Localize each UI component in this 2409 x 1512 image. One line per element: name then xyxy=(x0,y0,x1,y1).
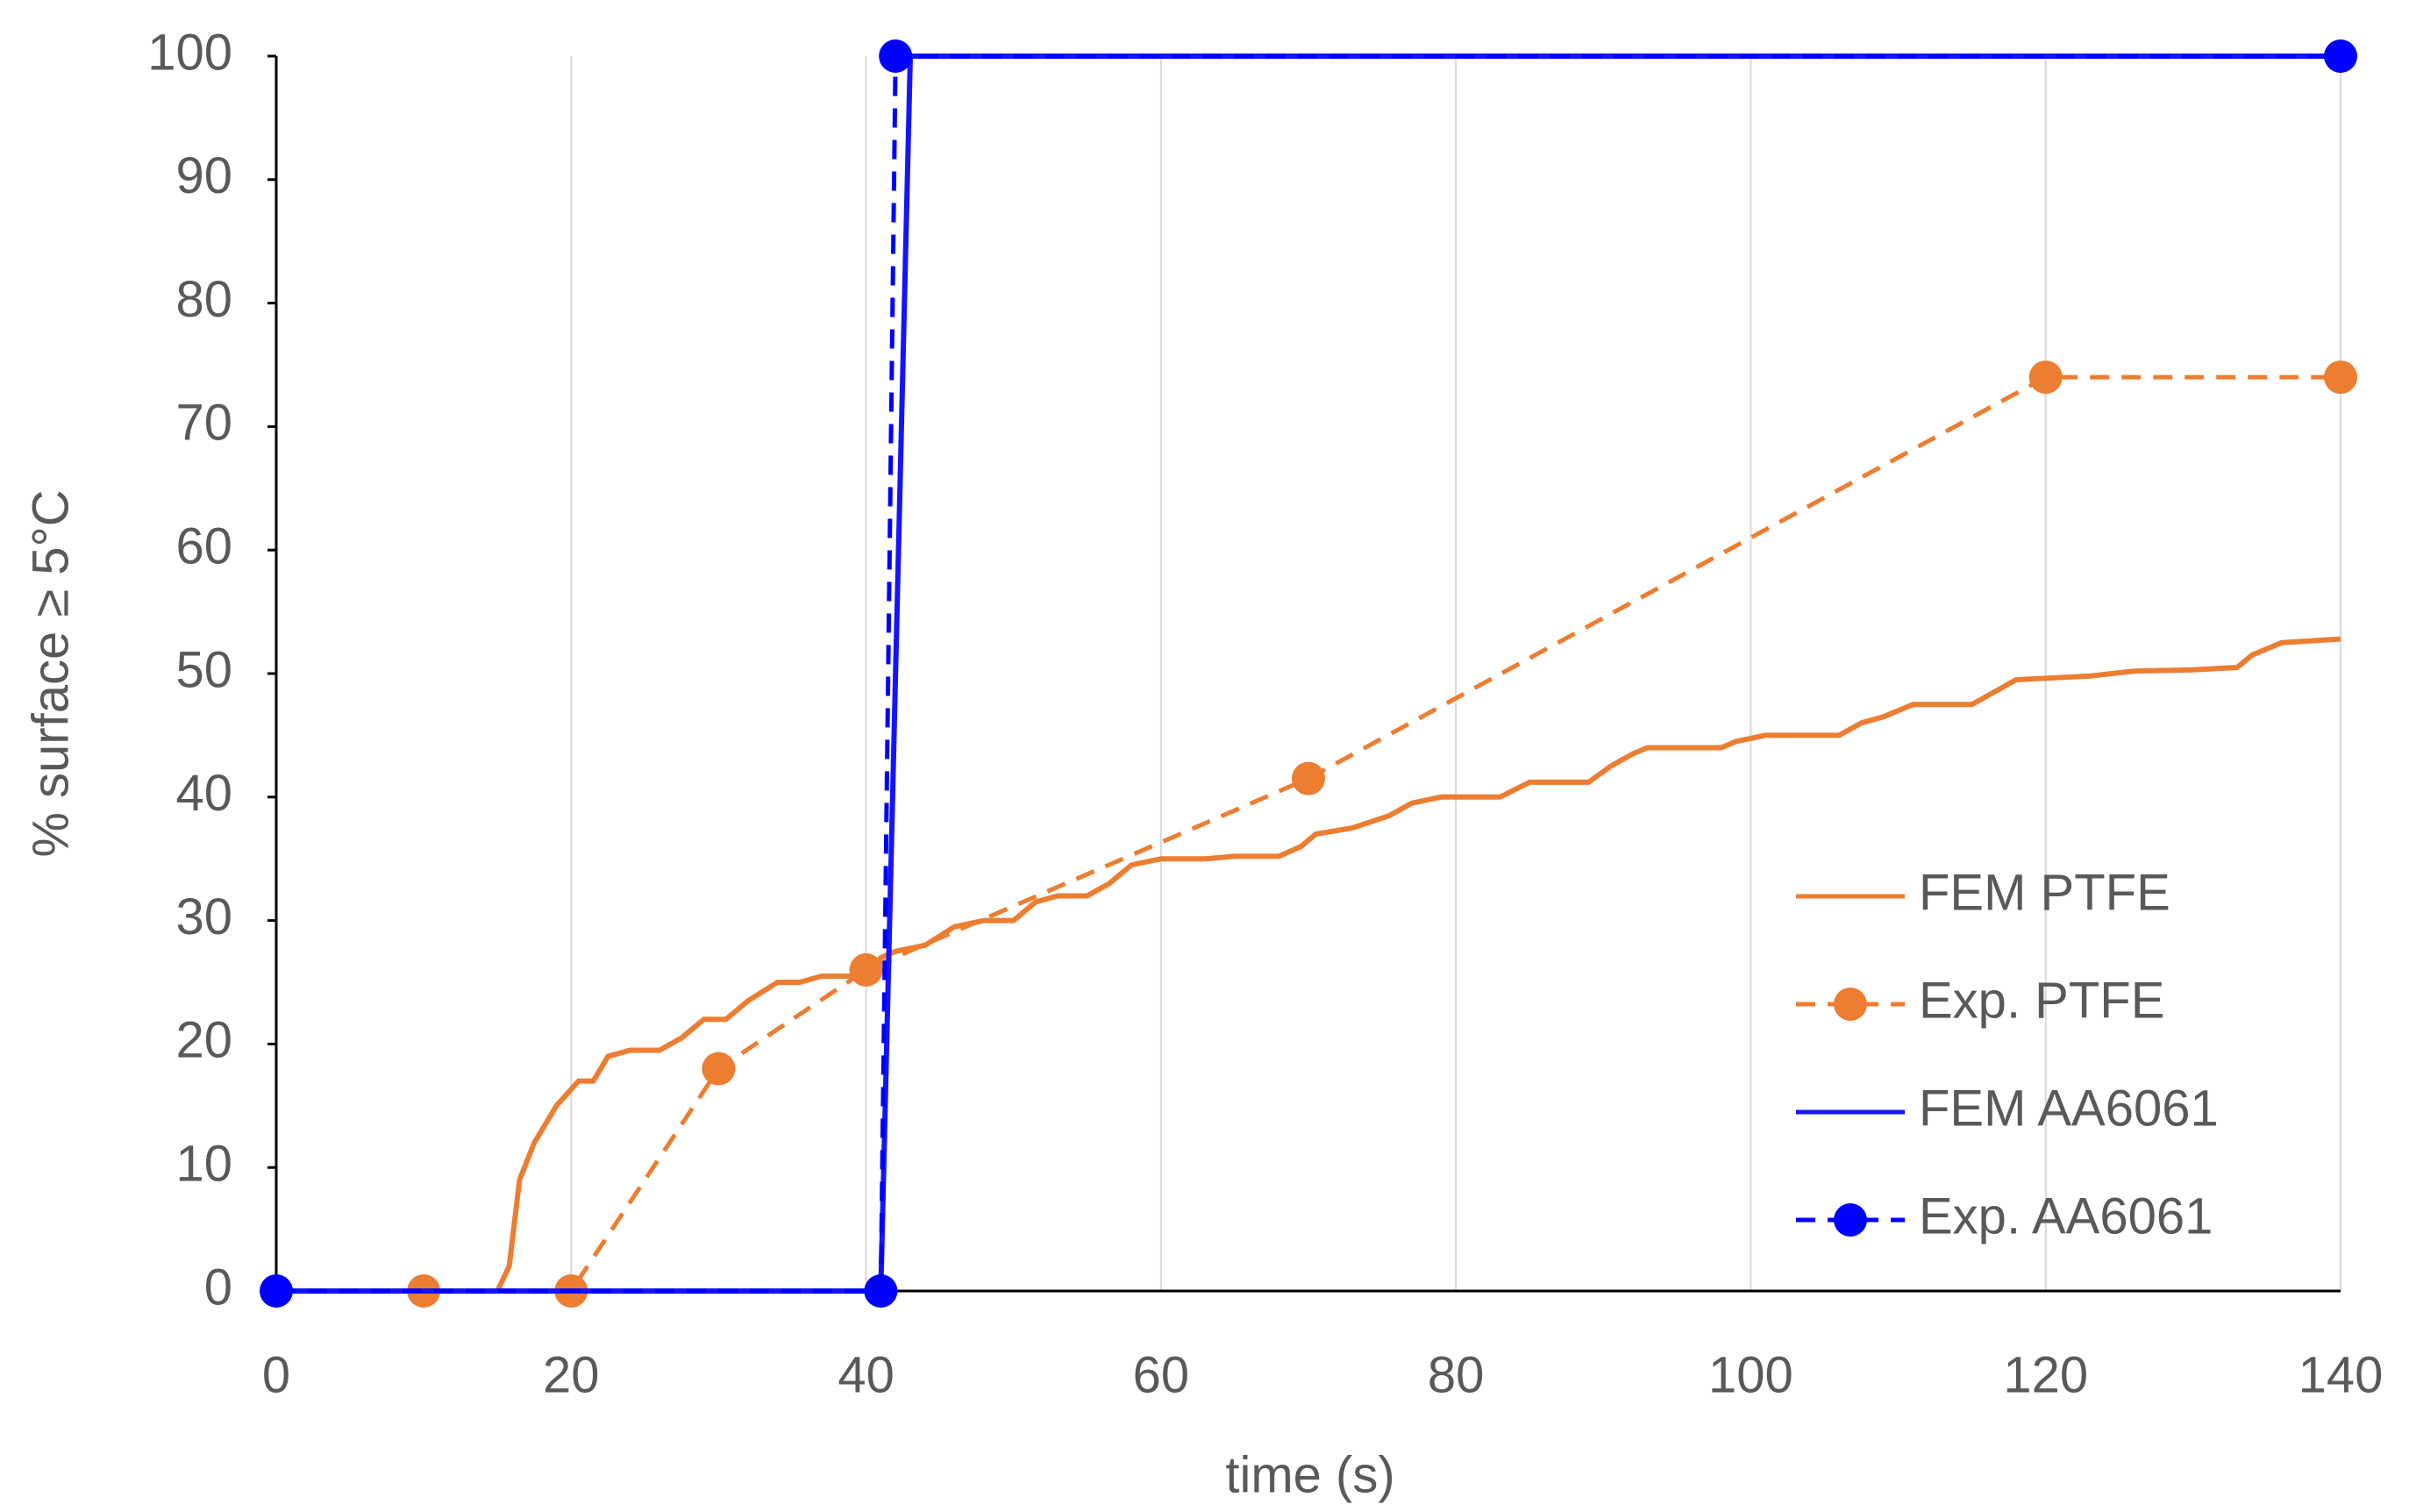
data-point xyxy=(260,1274,293,1308)
legend-label: Exp. AA6061 xyxy=(1919,1187,2213,1245)
y-tick-label: 60 xyxy=(175,518,232,575)
series-line xyxy=(276,53,2341,1294)
data-point xyxy=(849,952,883,987)
x-tick-label: 20 xyxy=(543,1346,600,1403)
y-tick-label: 80 xyxy=(175,271,232,328)
y-tick-label: 50 xyxy=(175,641,232,698)
data-point xyxy=(702,1052,736,1086)
x-tick-label: 0 xyxy=(262,1346,290,1403)
y-tick-label: 20 xyxy=(175,1012,232,1069)
x-tick-label: 140 xyxy=(2299,1346,2384,1403)
data-point xyxy=(1292,761,1325,795)
legend-label: Exp. PTFE xyxy=(1919,972,2164,1029)
y-axis-title: % surface ≥ 5°C xyxy=(22,489,79,857)
data-point xyxy=(2028,360,2063,395)
series-line xyxy=(424,374,2341,1294)
legend-marker xyxy=(1834,988,1867,1021)
x-axis-title: time (s) xyxy=(1225,1446,1394,1503)
y-tick-label: 90 xyxy=(175,147,232,204)
x-tick-label: 80 xyxy=(1428,1346,1485,1403)
data-point xyxy=(2324,39,2357,73)
data-point xyxy=(864,1274,898,1308)
y-tick-label: 100 xyxy=(147,24,232,81)
y-tick-label: 40 xyxy=(175,765,232,822)
x-tick-label: 60 xyxy=(1133,1346,1190,1403)
y-tick-label: 10 xyxy=(175,1136,232,1193)
x-tick-label: 120 xyxy=(2003,1346,2088,1403)
data-point xyxy=(2324,360,2357,395)
legend-label: FEM AA6061 xyxy=(1919,1080,2219,1137)
legend-label: FEM PTFE xyxy=(1919,864,2170,921)
x-tick-label: 40 xyxy=(837,1346,894,1403)
y-tick-label: 70 xyxy=(175,395,232,452)
series-line xyxy=(276,636,2341,1294)
legend-marker xyxy=(1834,1203,1867,1237)
data-point xyxy=(879,39,913,73)
y-tick-label: 0 xyxy=(204,1259,232,1316)
x-tick-label: 100 xyxy=(1708,1346,1793,1403)
y-tick-label: 30 xyxy=(175,888,232,945)
